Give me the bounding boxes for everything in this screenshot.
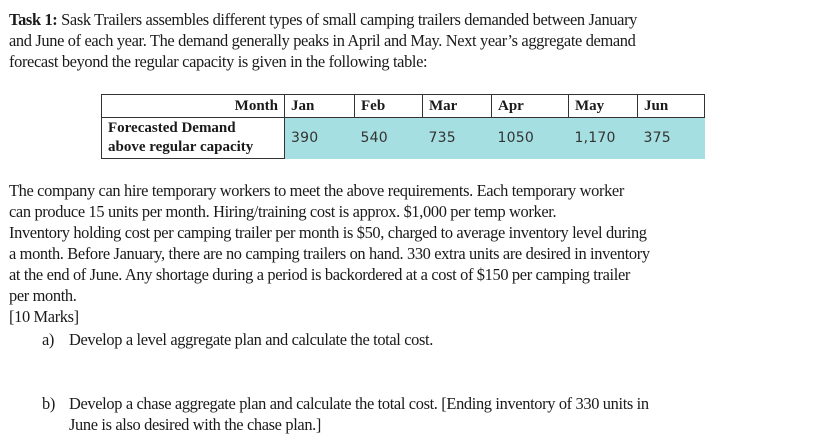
body-line-2: can produce 15 units per month. Hiring/t… — [9, 202, 557, 221]
table-row: Forecasted Demand above regular capacity… — [101, 117, 705, 159]
demand-table: Month Jan Feb Mar Apr May Jun Forecasted… — [101, 94, 705, 159]
question-b: b) Develop a chase aggregate plan and cal… — [42, 393, 812, 435]
marks-label: [10 Marks] — [9, 307, 79, 326]
header-mar: Mar — [422, 94, 492, 118]
question-a: a) Develop a level aggregate plan and cal… — [42, 329, 812, 350]
question-a-text: Develop a level aggregate plan and calcu… — [69, 330, 434, 349]
header-month-label: Month — [101, 94, 285, 118]
header-jan: Jan — [284, 94, 355, 118]
value-feb: 540 — [354, 117, 423, 159]
header-apr: Apr — [491, 94, 569, 118]
body-line-6: per month. — [9, 286, 77, 305]
intro-line-3: forecast beyond the regular capacity is … — [9, 52, 428, 71]
question-b-text-line-1: Develop a chase aggregate plan and calcu… — [69, 394, 649, 413]
header-may: May — [568, 94, 638, 118]
intro-line-1: Task 1: Sask Trailers assembles differen… — [9, 10, 638, 29]
task-intro: Task 1: Sask Trailers assembles differen… — [9, 9, 809, 72]
intro-line-2: and June of each year. The demand genera… — [9, 31, 636, 50]
task-body: The company can hire temporary workers t… — [9, 180, 809, 327]
body-line-1: The company can hire temporary workers t… — [9, 181, 624, 200]
question-b-marker: b) — [42, 394, 55, 413]
body-line-4: a month. Before January, there are no ca… — [9, 244, 650, 263]
value-mar: 735 — [422, 117, 492, 159]
value-may: 1,170 — [568, 117, 638, 159]
header-feb: Feb — [354, 94, 423, 118]
table-header-row: Month Jan Feb Mar Apr May Jun — [101, 94, 705, 118]
task-label: Task 1: — [9, 10, 58, 29]
header-jun: Jun — [637, 94, 705, 118]
question-b-text-line-2: June is also desired with the chase plan… — [69, 415, 322, 434]
value-jan: 390 — [284, 117, 355, 159]
value-apr: 1050 — [491, 117, 569, 159]
value-jun: 375 — [637, 117, 705, 159]
body-line-3: Inventory holding cost per camping trail… — [9, 223, 647, 242]
body-line-5: at the end of June. Any shortage during … — [9, 265, 630, 284]
question-a-marker: a) — [42, 330, 55, 349]
row-label-forecasted-demand: Forecasted Demand above regular capacity — [101, 117, 285, 159]
